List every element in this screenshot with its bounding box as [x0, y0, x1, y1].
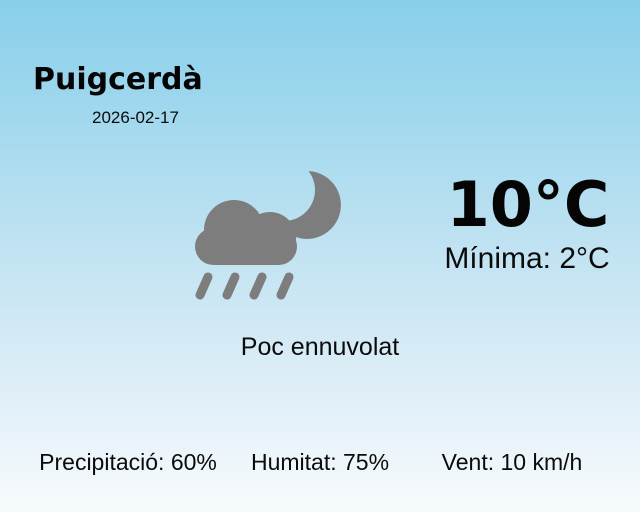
temperature-value: 10°C	[446, 168, 610, 241]
weather-icon-container	[170, 150, 370, 320]
location-title: Puigcerdà	[33, 62, 203, 97]
cloud-icon	[195, 200, 297, 265]
precipitation-stat: Precipitació: 60%	[39, 449, 217, 475]
condition-label: Poc ennuvolat	[240, 333, 400, 361]
date-label: 2026-02-17	[92, 108, 179, 127]
humidity-stat: Humitat: 75%	[250, 449, 390, 475]
min-temperature-label: Mínima: 2°C	[444, 242, 610, 275]
rain-drops-icon	[195, 272, 294, 300]
cloud-moon-rain-icon	[195, 171, 341, 300]
wind-stat: Vent: 10 km/h	[441, 449, 583, 475]
